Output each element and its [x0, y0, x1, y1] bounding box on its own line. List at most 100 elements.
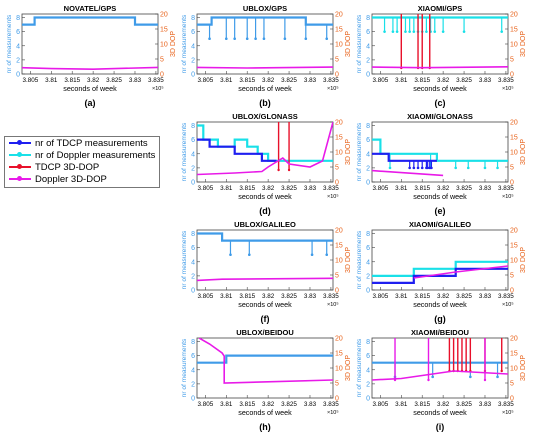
- series-tdcp-3d-dop-spike-marker: [287, 168, 291, 172]
- y-tick-label: 2: [191, 165, 195, 172]
- series-doppler-3d-dop-line: [22, 66, 158, 71]
- y-tick-label: 6: [16, 29, 20, 36]
- series-doppler-3d-dop-line: [197, 277, 333, 282]
- series-nr-of-tdcp-measurements-drop-marker: [254, 37, 257, 41]
- series-doppler-3d-dop-line: [197, 66, 333, 69]
- x-multiplier: ×10⁵: [327, 85, 339, 92]
- chart-title: XIAOMI/GLONASS: [407, 112, 473, 121]
- series-nr-of-doppler-measurements-drop-marker: [383, 30, 386, 33]
- y2-tick-label: 0: [510, 72, 514, 79]
- series-nr-of-doppler-measurements-line: [372, 260, 508, 277]
- series-tdcp-3d-dop-spike-marker: [277, 168, 280, 172]
- series-nr-of-doppler-measurements-drop-marker: [412, 30, 416, 33]
- y2-tick-label: 5: [510, 57, 514, 64]
- x-tick-label: 3.825: [456, 185, 472, 192]
- y-tick-label: 2: [16, 57, 20, 64]
- series-nr-of-tdcp-measurements-drop-marker: [229, 253, 232, 257]
- series-nr-of-doppler-measurements-drop-marker: [500, 30, 504, 33]
- panel-label: (b): [259, 98, 271, 108]
- x-tick-label: 3.81: [220, 185, 233, 192]
- y-tick-label: 4: [191, 151, 195, 158]
- legend-label: nr of Doppler measurements: [35, 150, 156, 161]
- y2-tick-label: 15: [510, 243, 518, 250]
- x-tick-label: 3.825: [281, 401, 297, 408]
- plot-frame: [196, 229, 334, 291]
- x-tick-label: 3.805: [197, 293, 213, 300]
- y2-tick-label: 15: [335, 351, 343, 358]
- y-tick-label: 6: [366, 353, 370, 360]
- y-tick-label: 4: [16, 43, 20, 50]
- y-tick-label: 0: [16, 72, 20, 79]
- y2-axis-label: 3D DOP: [345, 31, 352, 57]
- y2-tick-label: 10: [510, 366, 518, 373]
- x-tick-label: 3.82: [437, 293, 450, 300]
- plot-frame: [371, 337, 509, 399]
- y-tick-label: 4: [191, 259, 195, 266]
- panel-label: (i): [436, 422, 445, 432]
- y2-tick-label: 0: [510, 396, 514, 403]
- series-nr-of-tdcp-measurements-drop-marker: [233, 37, 236, 41]
- y-tick-label: 6: [366, 137, 370, 144]
- x-tick-label: 3.835: [323, 77, 339, 84]
- y-axis-label: nr of measurements: [356, 338, 363, 397]
- series-nr-of-tdcp-measurements-drop-marker: [431, 375, 434, 379]
- y2-tick-label: 5: [510, 381, 514, 388]
- series-nr-of-tdcp-measurements-drop-marker: [224, 37, 228, 41]
- y-tick-label: 2: [366, 57, 370, 64]
- y-tick-label: 2: [366, 381, 370, 388]
- series-nr-of-tdcp-measurements-drop-marker: [248, 253, 251, 257]
- panel-label: (g): [434, 314, 446, 324]
- x-tick-label: 3.805: [372, 185, 388, 192]
- y-axis-label: nr of measurements: [181, 14, 188, 73]
- y2-tick-label: 20: [510, 228, 518, 235]
- x-tick-label: 3.83: [129, 77, 142, 84]
- series-nr-of-doppler-measurements-line: [372, 138, 508, 162]
- legend-item-doppler-meas: nr of Doppler measurements: [9, 150, 155, 162]
- plot-frame: [371, 13, 509, 75]
- series-layer: [372, 260, 508, 284]
- series-nr-of-doppler-measurements-drop-marker: [391, 30, 395, 33]
- series-nr-of-doppler-measurements-drop-marker: [454, 166, 457, 170]
- x-tick-label: 3.815: [414, 401, 430, 408]
- y-tick-label: 8: [366, 15, 370, 22]
- chart-panel: XIAOMI/GLONASS 0 2 4 6 8 0 5 10 15 20 3.805 3.81 3.81…: [356, 112, 527, 216]
- series-doppler-3d-dop-line: [372, 169, 444, 177]
- y-tick-label: 6: [191, 29, 195, 36]
- x-tick-label: 3.825: [456, 401, 472, 408]
- y-tick-label: 2: [191, 273, 195, 280]
- x-tick-label: 3.815: [239, 293, 255, 300]
- chart-panel: UBLOX/GPS 0 2 4 6 8 0 5 10 15 20 3.805 3.81 3.815 3.82…: [181, 4, 352, 108]
- y2-tick-label: 5: [335, 381, 339, 388]
- chart-title: XIAOMI/BEIDOU: [411, 328, 469, 337]
- y2-tick-label: 10: [510, 150, 518, 157]
- y-axis-label: nr of measurements: [181, 122, 188, 181]
- y2-tick-label: 10: [335, 366, 343, 373]
- x-axis-label: seconds of week: [238, 300, 292, 309]
- y2-tick-label: 5: [160, 57, 164, 64]
- y2-tick-label: 0: [335, 396, 339, 403]
- y2-tick-label: 15: [335, 27, 343, 34]
- x-tick-label: 3.83: [479, 293, 492, 300]
- y2-tick-label: 5: [510, 165, 514, 172]
- chart-panel: XIAOMI/BEIDOU 0 2 4 6 8 0 5 10 15 20 3.805 3.81 3.815…: [356, 328, 527, 432]
- series-layer: [197, 122, 333, 176]
- y-axis-label: nr of measurements: [356, 230, 363, 289]
- plot-frame: [371, 229, 509, 291]
- x-tick-label: 3.805: [197, 401, 213, 408]
- y-tick-label: 6: [191, 137, 195, 144]
- series-nr-of-tdcp-measurements-drop-marker: [304, 37, 308, 41]
- chart-title: UBLOX/BEIDOU: [236, 328, 294, 337]
- x-tick-label: 3.805: [197, 77, 213, 84]
- series-doppler-3d-dop-line: [372, 370, 508, 381]
- y2-tick-label: 20: [335, 120, 343, 127]
- x-tick-label: 3.835: [323, 185, 339, 192]
- y2-axis-label: 3D DOP: [520, 247, 527, 273]
- x-tick-label: 3.83: [479, 401, 492, 408]
- x-tick-label: 3.835: [498, 401, 514, 408]
- x-tick-label: 3.825: [456, 77, 472, 84]
- legend-item-tdcp-meas: nr of TDCP measurements: [9, 138, 148, 150]
- y-tick-label: 8: [366, 123, 370, 130]
- x-axis-label: seconds of week: [413, 84, 467, 93]
- y2-tick-label: 20: [335, 12, 343, 19]
- series-nr-of-doppler-measurements-drop-marker: [496, 166, 499, 170]
